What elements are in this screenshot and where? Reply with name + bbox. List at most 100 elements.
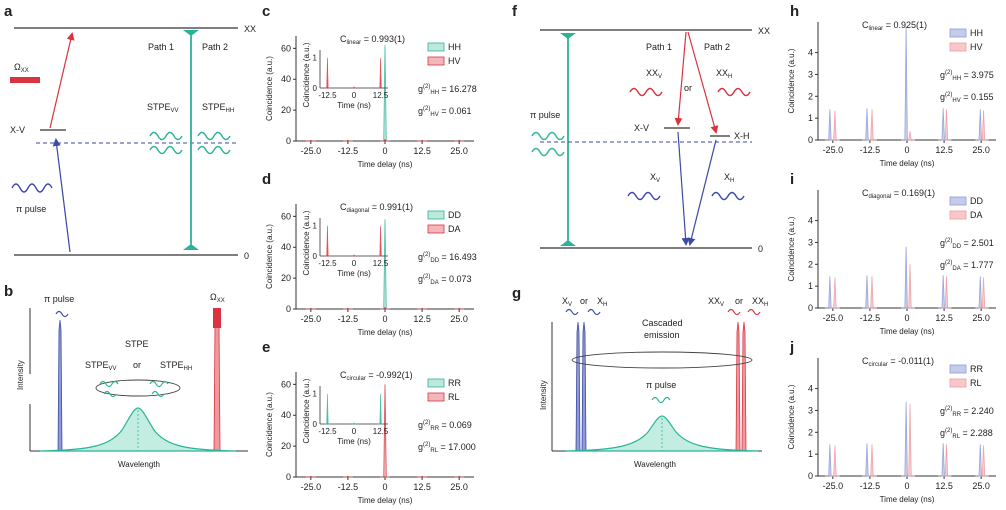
inset-x-tick-c: -12.5 [318, 91, 337, 100]
g2-annotation-d: g(2)DD = 16.493 [418, 252, 477, 264]
inset-y-label-c: Coincidence (a.u.) [302, 42, 311, 107]
legend-label-c-HH: HH [448, 42, 461, 52]
chart-d: d 0204060-25.0 -12.5 0 12.5 25.0Time delay (… [262, 171, 477, 337]
stpe-photons-b [100, 382, 168, 397]
x-axis-label-d: Time delay (ns) [358, 328, 413, 337]
y-tick-label-j: 0 [808, 471, 813, 481]
legend-label-d-DA: DA [448, 224, 461, 234]
y-tick-label-i: 0 [808, 303, 813, 313]
xh-label-g: XH [597, 296, 607, 308]
peak-d-DA-4 [454, 308, 464, 309]
path1-label-a: Path 1 [148, 42, 174, 52]
wavelength-label-b: Wavelength [118, 460, 160, 469]
y-tick-label-e: 40 [281, 410, 291, 420]
panel-label-g: g [512, 285, 521, 302]
x-tick-label-i: -25.0 [823, 313, 844, 323]
x-tick-label-i: -12.5 [860, 313, 881, 323]
inset-x-label-e: Time (ns) [337, 437, 371, 446]
y-tick-label-i: 1 [808, 281, 813, 291]
g2-annotation-d: g(2)DA = 0.073 [418, 274, 471, 286]
omega-laser-bar [10, 77, 40, 83]
legend-swatch-e-RL [428, 393, 444, 401]
xv-level-label-f: X-V [634, 123, 649, 133]
inset-y-tick-e: 1 [313, 390, 318, 399]
peak-c-HV-0 [306, 140, 316, 141]
inset-x-label-c: Time (ns) [337, 101, 371, 110]
y-tick-label-i: 2 [808, 259, 813, 269]
peak-i-DA-1 [867, 276, 877, 308]
legend-label-j-RR: RR [970, 364, 983, 374]
legend-swatch-j-RR [950, 365, 966, 373]
peak-i-DD-0 [825, 276, 835, 308]
y-tick-label-e: 60 [281, 379, 291, 389]
y-tick-label-h: 3 [808, 69, 813, 79]
y-tick-label-h: 2 [808, 91, 813, 101]
g2-annotation-h: g(2)HH = 3.975 [940, 70, 994, 82]
x-tick-label-d: 12.5 [413, 314, 431, 324]
legend-swatch-d-DA [428, 225, 444, 233]
g2-annotation-j: g(2)RR = 2.240 [940, 406, 994, 418]
y-tick-label-e: 0 [286, 472, 291, 482]
legend-swatch-i-DA [950, 211, 966, 219]
x-tick-label-j: -25.0 [823, 481, 844, 491]
peak-d-DA-3 [417, 308, 427, 309]
x-tick-label-d: -25.0 [301, 314, 322, 324]
inset-peak-d-1 [351, 255, 357, 256]
y-tick-label-i: 3 [808, 237, 813, 247]
peak-c-HV-4 [454, 140, 464, 141]
xxv-label-g: XXV [708, 296, 724, 308]
panel-label-j: j [789, 339, 794, 356]
x-axis-label-j: Time delay (ns) [880, 495, 935, 504]
inset-x-tick-e: 12.5 [373, 427, 389, 436]
pi-arrow-head-bottom-f [560, 240, 576, 246]
legend-swatch-c-HV [428, 57, 444, 65]
panel-label-e: e [262, 339, 270, 356]
g2-annotation-c: g(2)HH = 16.278 [418, 84, 477, 96]
peak-e-RL-4 [454, 476, 464, 477]
panel-label-a: a [4, 3, 13, 20]
pi-pulse-peak [58, 320, 62, 451]
y-tick-label-d: 0 [286, 304, 291, 314]
x-axis-label-h: Time delay (ns) [880, 159, 935, 168]
x-tick-label-e: -25.0 [301, 482, 322, 492]
cascade-ellipse [572, 352, 752, 368]
peak-c-HV-2 [380, 139, 390, 141]
inset-peak-c-0 [324, 58, 330, 88]
y-tick-label-h: 0 [808, 135, 813, 145]
chart-h-plot: 0 1 2 3 4 -25.0 -12.5 0 12.5 25.0 Time delay (ns) C… [787, 20, 996, 168]
panel-label-c: c [262, 3, 270, 20]
x-tick-label-h: 12.5 [935, 145, 953, 155]
pi-pulse-label-f: π pulse [530, 110, 560, 120]
x-tick-label-e: 0 [382, 482, 387, 492]
xx-peaks-g [736, 322, 746, 451]
figure-canvas: a XX 0 X-V ΩXX π pulse Path 1 Path 2 STP… [0, 0, 1006, 510]
x-tick-label-c: 0 [382, 146, 387, 156]
peak-d-DA-0 [306, 308, 316, 309]
xv-level-label: X-V [10, 125, 25, 135]
pi-pulse-wave [12, 184, 52, 192]
intensity-label-g: Intensity [539, 380, 548, 410]
x-tick-label-j: 12.5 [935, 481, 953, 491]
stpe-vv-label-b: STPEVV [85, 360, 117, 372]
peak-c-HV-1 [343, 140, 353, 141]
legend-label-e-RR: RR [448, 378, 461, 388]
chart-e-plot: 0204060-25.0 -12.5 0 12.5 25.0Time delay (ns… [265, 370, 476, 505]
chart-title-i: Cdiagonal = 0.169(1) [862, 188, 935, 200]
y-axis-label-j: Coincidence (a.u.) [787, 384, 796, 449]
inset-peak-e-2 [378, 394, 384, 424]
chart-i: i 01234-25.0 -12.5 0 12.5 25.0Time delay (ns… [787, 171, 996, 336]
peak-i-DA-0 [830, 277, 840, 308]
chart-title-d: Cdiagonal = 0.991(1) [340, 202, 413, 214]
panel-label-h: h [790, 3, 799, 20]
omega-laser-bar-b [213, 308, 221, 328]
cascade-label-1: Cascaded [642, 318, 683, 328]
inset-y-tick-e: 0 [313, 420, 318, 429]
y-axis-label-e: Coincidence (a.u.) [265, 392, 274, 457]
inset-peak-e-1 [351, 423, 357, 424]
xx-photons-g [728, 310, 760, 315]
pi-pulse-label-b: π pulse [44, 294, 74, 304]
peak-d-DA-2 [380, 307, 390, 309]
ground-level-label-f: 0 [758, 244, 763, 254]
x-tick-label-d: 25.0 [450, 314, 468, 324]
